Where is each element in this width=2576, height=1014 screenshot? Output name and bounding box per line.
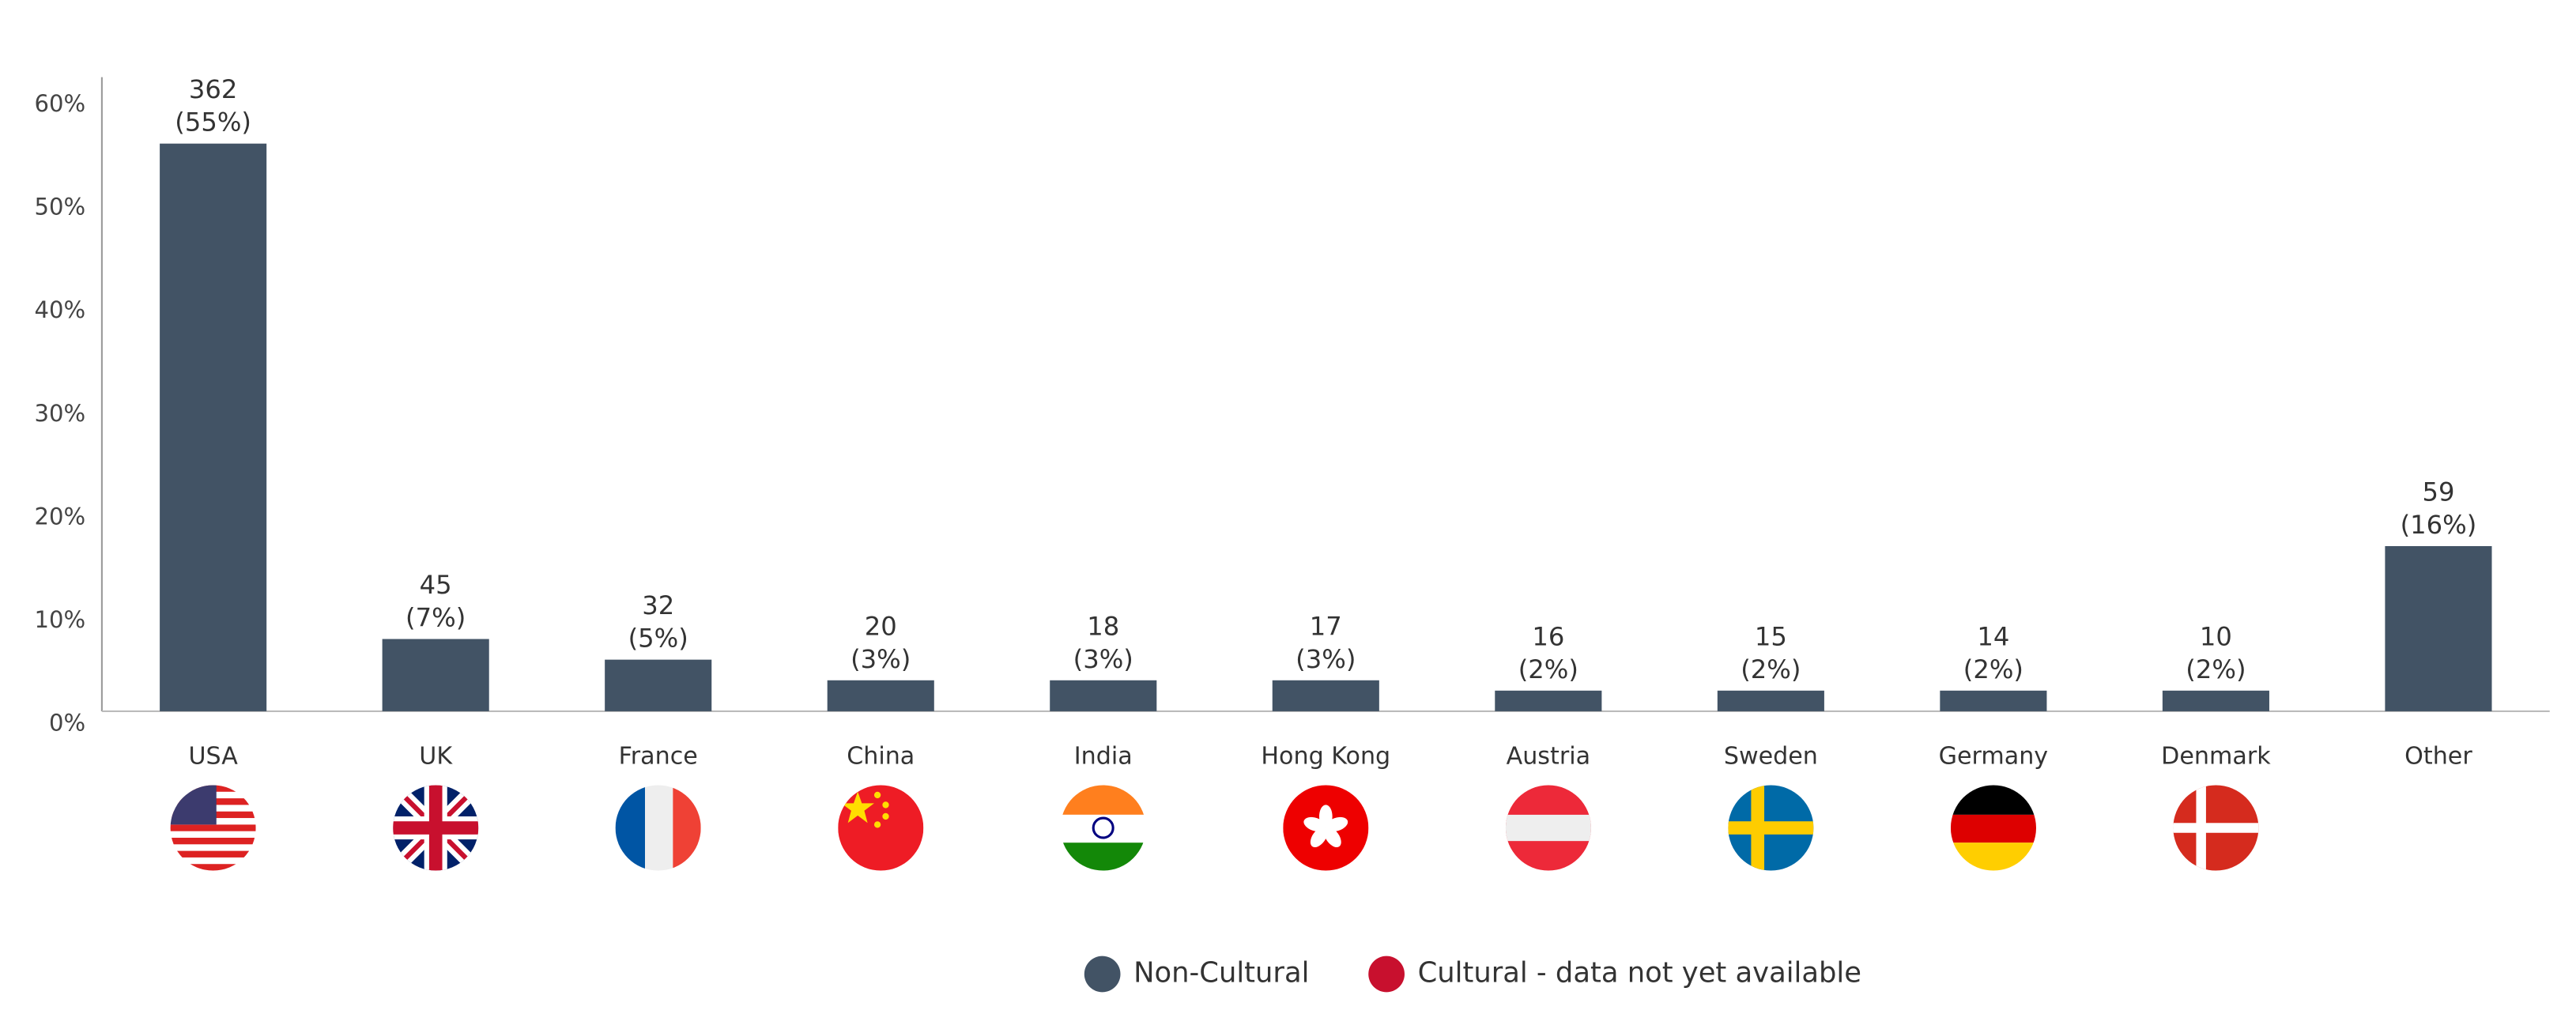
y-tick-label: 40% — [34, 296, 85, 323]
count-label: 14 — [1977, 621, 2009, 651]
bar — [2162, 690, 2269, 711]
flag-austria — [1505, 785, 1591, 871]
flag-part — [841, 791, 874, 824]
x-tick-label: UK — [419, 743, 453, 771]
flag-part — [1728, 821, 1814, 835]
flag-part — [170, 837, 256, 845]
x-tick-label: China — [847, 743, 915, 771]
legend-swatch — [1368, 956, 1405, 993]
flag-part — [873, 791, 881, 799]
bar — [1272, 680, 1379, 711]
count-label: 32 — [642, 590, 674, 620]
flag-part — [1950, 814, 2037, 843]
x-tick-label: France — [619, 743, 698, 771]
data-label: (3%) — [1073, 644, 1133, 674]
flag-part — [428, 785, 443, 871]
y-tick-label: 0% — [49, 710, 85, 737]
x-tick-label: India — [1074, 743, 1133, 771]
flag-part — [873, 821, 881, 828]
flag-part — [673, 785, 701, 871]
data-label: (3%) — [1296, 644, 1356, 674]
count-label: 10 — [2200, 621, 2232, 651]
data-label: (3%) — [850, 644, 911, 674]
flag-denmark — [2173, 785, 2259, 871]
legend-label: Non-Cultural — [1133, 956, 1309, 989]
bar — [1940, 690, 2047, 711]
legend-label: Cultural - data not yet available — [1418, 956, 1861, 989]
flag-part — [838, 785, 924, 871]
flag-usa — [170, 785, 256, 871]
bar — [605, 659, 712, 711]
flag-part — [170, 864, 256, 871]
count-label: 17 — [1310, 611, 1342, 641]
flag-part — [170, 850, 256, 858]
data-label: (7%) — [405, 603, 466, 633]
bar — [1495, 690, 1602, 711]
bar — [1717, 690, 1824, 711]
flag-part — [1505, 814, 1591, 842]
count-label: 18 — [1087, 611, 1119, 641]
x-tick-label: Other — [2404, 743, 2472, 771]
y-tick-label: 50% — [34, 194, 85, 221]
flag-part — [1060, 785, 1146, 815]
data-label: (2%) — [1741, 654, 1801, 684]
flag-hong-kong — [1283, 785, 1369, 871]
bar — [1050, 680, 1157, 711]
x-tick-label: Denmark — [2161, 743, 2271, 771]
count-label: 15 — [1755, 621, 1787, 651]
x-tick-label: Austria — [1507, 743, 1590, 771]
flag-part — [2173, 823, 2259, 833]
x-tick-label: Hong Kong — [1261, 743, 1390, 771]
flag-part — [1310, 827, 1328, 848]
count-label: 16 — [1532, 621, 1564, 651]
flag-part — [645, 785, 673, 871]
y-tick-label: 20% — [34, 503, 85, 530]
x-tick-label: Sweden — [1724, 743, 1818, 771]
bar — [827, 680, 934, 711]
data-label: (2%) — [1518, 654, 1578, 684]
flag-part — [1751, 785, 1765, 871]
bar — [382, 639, 489, 711]
flag-part — [170, 824, 256, 831]
legend-swatch — [1084, 956, 1121, 993]
data-label: (2%) — [1963, 654, 2023, 684]
flag-part — [1950, 785, 2037, 815]
y-tick-label: 10% — [34, 606, 85, 633]
x-tick-label: Germany — [1939, 743, 2048, 771]
data-label: (55%) — [175, 107, 251, 138]
flag-part — [1303, 816, 1326, 832]
flag-part — [882, 812, 889, 820]
count-label: 45 — [420, 570, 452, 600]
count-label: 362 — [189, 74, 237, 104]
flags — [170, 785, 2259, 871]
y-tick-label: 60% — [34, 90, 85, 117]
flag-china — [838, 785, 924, 871]
count-label: 20 — [865, 611, 897, 641]
flag-france — [615, 785, 701, 871]
flag-sweden — [1728, 785, 1814, 871]
y-tick-label: 30% — [34, 400, 85, 427]
flag-part — [1060, 842, 1146, 871]
bar — [2385, 546, 2492, 711]
flag-part — [1092, 816, 1115, 839]
data-label: (5%) — [628, 624, 688, 654]
data-label: (16%) — [2401, 510, 2477, 540]
count-label: 59 — [2422, 477, 2454, 507]
flag-part — [615, 785, 646, 871]
flag-part — [1950, 842, 2037, 871]
x-tick-label: USA — [188, 743, 238, 771]
flag-india — [1060, 785, 1146, 871]
flag-part — [1323, 827, 1341, 848]
bar — [160, 143, 267, 711]
flag-part — [882, 801, 889, 809]
flag-part — [170, 785, 217, 825]
flag-part — [2196, 785, 2206, 871]
flag-germany — [1950, 785, 2037, 871]
flag-uk — [393, 785, 479, 871]
data-label: (2%) — [2186, 654, 2246, 684]
